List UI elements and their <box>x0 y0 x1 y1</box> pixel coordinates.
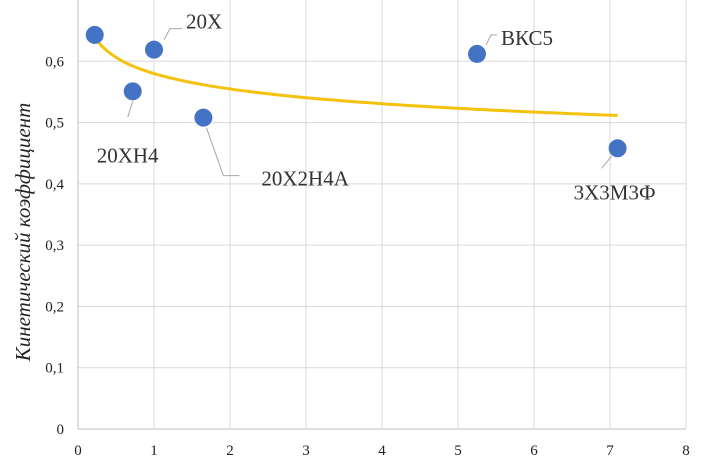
y-tick-labels: 0 0,1 0,2 0,3 0,4 0,5 0,6 <box>45 54 64 438</box>
label-leader <box>163 28 182 40</box>
label-leader <box>205 127 240 177</box>
label-leader <box>601 155 612 169</box>
x-tick-label: 7 <box>606 443 614 459</box>
point-label: 20ХН4 <box>97 143 159 167</box>
x-tick-label: 0 <box>74 443 82 459</box>
data-point <box>85 25 104 44</box>
label-leader <box>485 34 497 46</box>
point-label: 3Х3М3Ф <box>574 180 656 204</box>
grid <box>78 0 687 429</box>
x-tick-label: 5 <box>454 443 462 459</box>
data-point <box>123 82 142 101</box>
y-axis-label: Кинетический коэффициент <box>11 103 35 362</box>
y-tick-label: 0,4 <box>45 177 64 193</box>
y-tick-label: 0,1 <box>45 361 64 377</box>
x-tick-label: 2 <box>226 443 234 459</box>
x-tick-label: 4 <box>378 443 386 459</box>
data-points <box>85 25 627 158</box>
y-tick-label: 0,2 <box>45 299 64 315</box>
data-point <box>468 44 486 63</box>
x-tick-label: 1 <box>150 443 158 459</box>
label-leader <box>127 101 134 118</box>
x-tick-label: 3 <box>302 443 310 459</box>
data-point <box>608 139 627 158</box>
label-leaders <box>127 28 612 177</box>
axes <box>77 0 686 430</box>
trendline <box>93 36 618 117</box>
point-label: ВКС5 <box>501 26 553 50</box>
point-labels: 20Х 20ХН4 20Х2Н4А ВКС5 3Х3М3Ф <box>97 10 656 205</box>
y-tick-label: 0 <box>57 422 65 438</box>
data-point <box>194 108 213 127</box>
x-tick-label: 6 <box>530 443 538 459</box>
x-tick-label: 8 <box>682 443 690 459</box>
point-label: 20Х <box>186 10 222 34</box>
y-tick-label: 0,3 <box>45 238 64 254</box>
x-tick-labels: 0 1 2 3 4 5 6 7 8 <box>74 443 690 459</box>
point-label: 20Х2Н4А <box>261 167 349 191</box>
data-point <box>145 40 163 59</box>
y-tick-label: 0,5 <box>45 116 64 132</box>
y-tick-label: 0,6 <box>45 54 64 70</box>
